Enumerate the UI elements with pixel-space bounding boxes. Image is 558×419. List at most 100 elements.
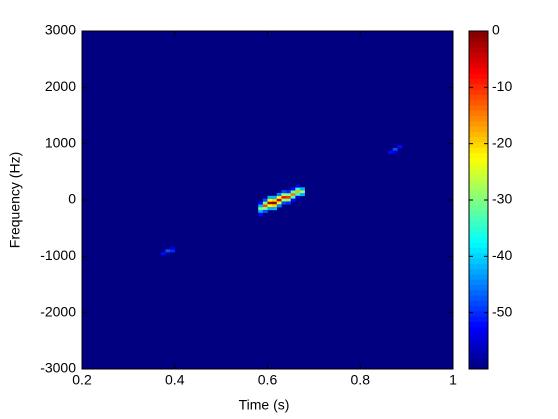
colorbar-segment	[469, 236, 488, 243]
colorbar-segment	[469, 57, 488, 64]
heatmap-cell	[258, 212, 264, 216]
heatmap-cell	[267, 195, 273, 199]
y-tick-label: 0	[68, 191, 76, 207]
colorbar-segment	[469, 163, 488, 169]
colorbar-tick-label: -10	[492, 78, 512, 94]
colorbar-segment	[469, 258, 488, 264]
colorbar-segment	[469, 115, 488, 122]
heatmap-cell	[267, 201, 273, 205]
heatmap-cell	[295, 192, 301, 197]
colorbar-segment	[469, 332, 488, 338]
colorbar-segment	[469, 94, 488, 101]
colorbar-segment	[469, 184, 488, 190]
colorbar-segment	[469, 41, 488, 48]
colorbar-segment	[469, 89, 488, 95]
heatmap-cell	[272, 198, 278, 202]
heatmap-cell	[258, 207, 264, 211]
heatmap-cell	[290, 195, 296, 199]
heatmap-cell	[272, 204, 278, 208]
heatmap-cell	[286, 201, 291, 205]
colorbar-segment	[469, 226, 488, 233]
colorbar-segment	[469, 263, 488, 270]
heatmap-cell	[262, 209, 268, 213]
heatmap-cell	[272, 207, 278, 211]
colorbar-segment	[469, 52, 488, 58]
y-tick-label: 1000	[45, 134, 76, 150]
colorbar-segment	[469, 168, 488, 175]
heatmap-cell	[299, 187, 305, 191]
colorbar-segment	[469, 231, 488, 238]
colorbar-segment	[469, 279, 488, 285]
heatmap-cell	[160, 252, 166, 256]
colorbar-segment	[469, 273, 488, 280]
heatmap-cell	[286, 198, 291, 202]
x-tick-label: 0.8	[351, 372, 371, 388]
colorbar-segment	[469, 73, 488, 80]
colorbar-segment	[469, 310, 488, 317]
colorbar-segment	[469, 62, 488, 69]
heatmap-cell	[276, 201, 282, 205]
colorbar-segment	[469, 300, 488, 307]
heatmap-cell	[299, 190, 305, 194]
heatmap-cell	[290, 198, 296, 202]
colorbar-segment	[469, 247, 488, 254]
y-tick-label: 3000	[45, 22, 76, 38]
heatmap-cell	[267, 207, 273, 211]
colorbar-segment	[469, 189, 488, 196]
heatmap-cell	[299, 192, 305, 197]
colorbar-segment	[469, 252, 488, 259]
colorbar-segment	[469, 347, 488, 354]
heatmap-cell	[272, 195, 278, 199]
heatmap-cell	[262, 204, 268, 208]
colorbar-segment	[469, 104, 488, 111]
heatmap-cell	[276, 198, 282, 202]
colorbar-segment	[469, 215, 488, 222]
heatmap-cell	[290, 192, 296, 197]
heatmap-cell	[392, 150, 398, 154]
heatmap-cell	[281, 192, 287, 197]
heatmap-cell	[272, 201, 278, 205]
heatmap-cell	[276, 195, 282, 199]
heatmap-cell	[295, 195, 301, 199]
colorbar-tick-label: -30	[492, 191, 512, 207]
heatmap-cell	[276, 192, 282, 197]
colorbar-tick-label: -40	[492, 247, 512, 263]
heatmap-cell	[267, 198, 273, 202]
colorbar-tick-label: -20	[492, 134, 512, 150]
colorbar-segment	[469, 83, 488, 90]
heatmap-cell	[170, 246, 176, 250]
colorbar-segment	[469, 147, 488, 153]
colorbar-segment	[469, 305, 488, 312]
colorbar-segment	[469, 67, 488, 74]
colorbar-segment	[469, 242, 488, 249]
heatmap-cell	[388, 150, 394, 154]
colorbar-segment	[469, 120, 488, 127]
heatmap-cell	[397, 145, 403, 149]
heatmap-cell	[258, 204, 264, 208]
colorbar-segment	[469, 152, 488, 159]
colorbar-segment	[469, 110, 488, 116]
heatmap-cell	[267, 204, 273, 208]
colorbar-segment	[469, 289, 488, 296]
colorbar-segment	[469, 173, 488, 180]
colorbar-segment	[469, 46, 488, 53]
colorbar-segment	[469, 353, 488, 359]
y-axis-label: Frequency (Hz)	[7, 152, 23, 248]
y-tick-label: -2000	[40, 303, 76, 319]
colorbar-segment	[469, 337, 488, 344]
colorbar-segment	[469, 78, 488, 85]
heatmap-cell	[295, 184, 301, 188]
colorbar-segment	[469, 126, 488, 132]
heatmap-cell	[281, 201, 287, 205]
y-tick-label: -3000	[40, 360, 76, 376]
x-tick-label: 1	[449, 372, 457, 388]
colorbar-segment	[469, 36, 488, 43]
heatmap-cell	[165, 249, 171, 253]
colorbar-segment	[469, 205, 488, 212]
heatmap-cell	[276, 204, 282, 208]
x-axis-label: Time (s)	[239, 397, 290, 413]
heatmap-cell	[281, 198, 287, 202]
x-tick-label: 0.4	[165, 372, 185, 388]
heatmap-cell	[290, 187, 296, 191]
colorbar-segment	[469, 358, 488, 365]
